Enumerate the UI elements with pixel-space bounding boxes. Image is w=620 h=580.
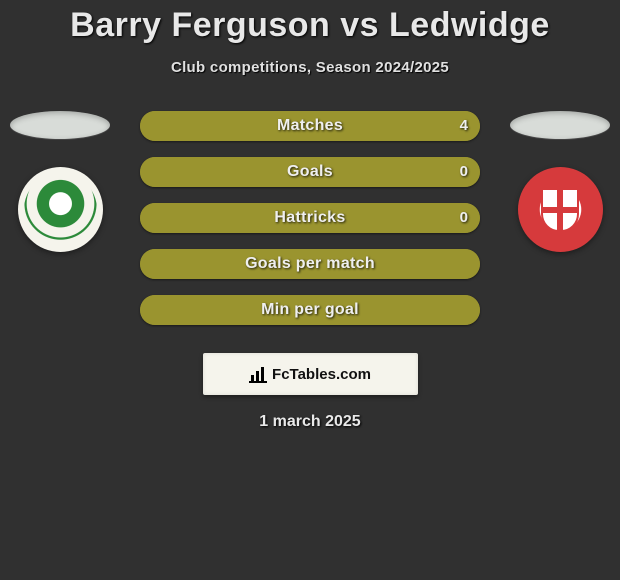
player-left-col xyxy=(0,111,120,252)
stat-label: Goals per match xyxy=(245,255,375,273)
comparison-body: Matches 4 Goals 0 Hattricks 0 Goals per … xyxy=(0,111,620,341)
stat-label: Goals xyxy=(287,163,333,181)
bar-chart-icon xyxy=(249,365,267,383)
comparison-card: Barry Ferguson vs Ledwidge Club competit… xyxy=(0,0,620,580)
stat-label: Matches xyxy=(277,117,343,135)
stat-label: Hattricks xyxy=(274,209,345,227)
stat-bars: Matches 4 Goals 0 Hattricks 0 Goals per … xyxy=(140,111,480,341)
club-crest-left xyxy=(18,167,103,252)
brand-box[interactable]: FcTables.com xyxy=(203,353,418,395)
match-date: 1 march 2025 xyxy=(0,413,620,431)
page-title: Barry Ferguson vs Ledwidge xyxy=(0,0,620,45)
stat-right-value: 4 xyxy=(460,111,468,141)
stat-bar-goals: Goals 0 xyxy=(140,157,480,187)
stat-bar-matches: Matches 4 xyxy=(140,111,480,141)
stat-bar-min-per-goal: Min per goal xyxy=(140,295,480,325)
stat-bar-hattricks: Hattricks 0 xyxy=(140,203,480,233)
player-right-col xyxy=(500,111,620,252)
stat-label: Min per goal xyxy=(261,301,359,319)
stat-right-value: 0 xyxy=(460,157,468,187)
stat-right-value: 0 xyxy=(460,203,468,233)
stat-bar-goals-per-match: Goals per match xyxy=(140,249,480,279)
brand-text: FcTables.com xyxy=(272,366,371,383)
player-left-ellipse xyxy=(10,111,110,139)
club-crest-right xyxy=(518,167,603,252)
page-subtitle: Club competitions, Season 2024/2025 xyxy=(0,59,620,76)
player-right-ellipse xyxy=(510,111,610,139)
